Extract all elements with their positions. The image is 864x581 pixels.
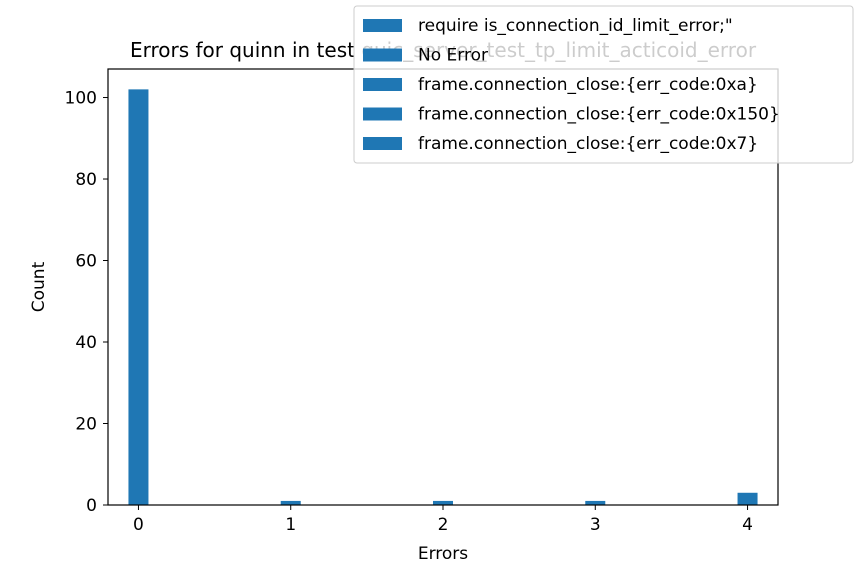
bars-group (128, 89, 758, 505)
y-tick-label-0: 0 (86, 496, 97, 516)
y-tick-label-1: 20 (75, 415, 97, 435)
y-tick-label-4: 80 (75, 170, 97, 190)
legend-swatch-4 (363, 137, 402, 150)
legend-swatch-1 (363, 48, 402, 62)
x-axis-label: Errors (418, 544, 468, 564)
legend: require is_connection_id_limit_error;" No… (353, 5, 854, 164)
legend-swatch-3 (363, 107, 402, 121)
legend-box (353, 5, 854, 164)
y-tick-label-5: 100 (65, 89, 97, 109)
legend-label-4: frame.connection_close:{err_code:0x7} (418, 134, 758, 154)
x-tick-label-2: 2 (438, 515, 449, 535)
y-axis-label: Count (29, 261, 49, 312)
legend-label-1: No Error (418, 46, 488, 66)
x-ticks-group: 0 1 2 3 4 (133, 505, 753, 535)
legend-label-2: frame.connection_close:{err_code:0xa} (418, 75, 758, 95)
bar-4 (737, 492, 758, 505)
x-tick-label-3: 3 (590, 515, 601, 535)
bar-3 (585, 500, 606, 505)
y-tick-label-3: 60 (75, 252, 97, 272)
legend-label-0: require is_connection_id_limit_error;" (418, 16, 733, 36)
legend-label-3: frame.connection_close:{err_code:0x150} (418, 105, 780, 125)
legend-items: require is_connection_id_limit_error;" No… (363, 16, 780, 154)
bar-2 (433, 500, 453, 505)
bar-0 (128, 89, 149, 505)
x-tick-label-0: 0 (133, 515, 144, 535)
legend-swatch-0 (363, 19, 402, 32)
bar-1 (280, 500, 301, 505)
y-tick-label-2: 40 (75, 333, 97, 353)
y-ticks-group: 0 20 40 60 80 100 (65, 89, 108, 516)
legend-swatch-2 (363, 78, 402, 91)
x-tick-label-1: 1 (285, 515, 296, 535)
x-tick-label-4: 4 (742, 515, 753, 535)
